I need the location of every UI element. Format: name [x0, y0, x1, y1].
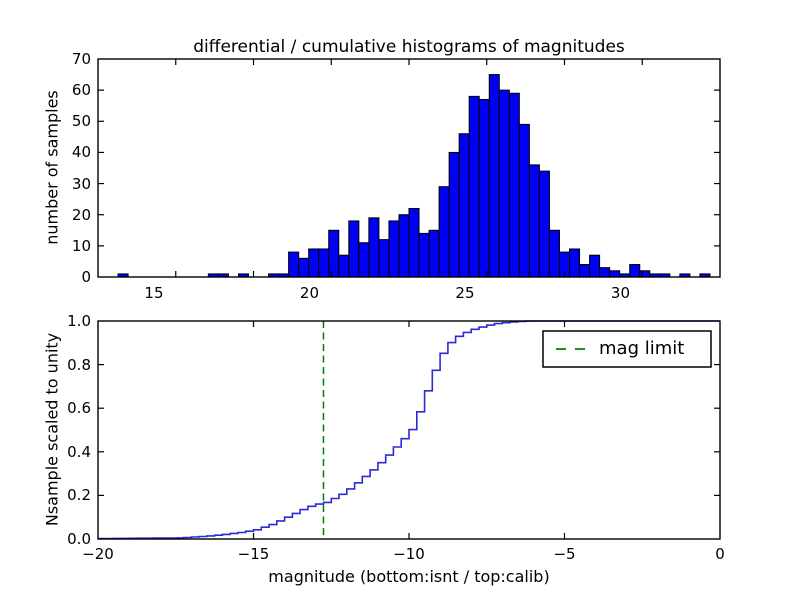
histogram-bar [488, 74, 500, 278]
histogram-bar [328, 229, 340, 278]
bottom-x-tick-label: −5 [553, 545, 576, 563]
bottom-ylabel: Nsample scaled to unity [42, 332, 62, 527]
figure-title: differential / cumulative histograms of … [193, 37, 625, 57]
histogram-bar [458, 133, 470, 278]
histogram-bar [358, 242, 370, 278]
bottom-x-tick-label: −10 [393, 545, 425, 563]
histogram-bar [368, 217, 380, 278]
bottom-x-tick-label: −15 [237, 545, 270, 563]
top-x-tick-label: 30 [610, 284, 631, 302]
bottom-y-tick-label: 0.8 [67, 355, 91, 374]
bottom-y-tick-label: 0.6 [67, 399, 91, 418]
histogram-bar [398, 214, 410, 278]
bottom-y-tick-label: 0.2 [67, 486, 91, 505]
top-y-tick-label: 70 [71, 50, 91, 68]
top-ylabel: number of samples [42, 90, 62, 245]
top-y-tick-label: 0 [81, 268, 91, 286]
bottom-y-tick-label: 0.0 [67, 530, 91, 548]
bottom-y-tick-label: 1.0 [67, 312, 91, 330]
legend-box [542, 330, 712, 368]
top-y-tick-label: 50 [71, 112, 91, 131]
histogram-bar [388, 220, 400, 278]
histogram-bar [288, 251, 300, 278]
histogram-bar [318, 248, 330, 278]
histogram-bar [548, 229, 560, 278]
histogram-bar [348, 220, 360, 278]
histogram-bar [428, 229, 440, 278]
top-y-tick-label: 40 [71, 143, 91, 162]
histogram-bar [468, 95, 480, 278]
top-x-tick-label: 15 [144, 284, 164, 302]
bottom-x-tick-label: 0 [715, 545, 725, 563]
histogram-bar [579, 264, 591, 278]
bottom-x-tick-label: −20 [82, 545, 114, 563]
histogram-bar [639, 270, 651, 278]
bottom-y-tick-label: 0.4 [67, 442, 91, 461]
histogram-bar [589, 254, 601, 278]
histogram-bar [308, 248, 320, 278]
top-y-tick-label: 10 [71, 236, 91, 255]
histogram-bar [438, 186, 450, 278]
histogram-bar [508, 92, 520, 278]
histogram-bar [378, 239, 390, 278]
histogram-bar [569, 248, 581, 278]
legend-label: mag limit [599, 338, 685, 359]
histogram-bar [408, 207, 420, 278]
histogram-bar [538, 170, 550, 278]
top-y-tick-label: 60 [71, 81, 91, 100]
histogram-bar [418, 232, 430, 278]
histogram-bar [298, 257, 310, 278]
histogram-bar [629, 264, 641, 278]
histogram-bar [518, 123, 530, 278]
top-y-tick-label: 20 [71, 205, 91, 224]
histogram-bar [448, 151, 460, 278]
top-x-tick-label: 25 [455, 284, 475, 302]
histogram-bar [599, 267, 611, 278]
histogram-bar [528, 164, 540, 278]
histogram-bar [478, 98, 490, 278]
bottom-xlabel: magnitude (bottom:isnt / top:calib) [268, 567, 550, 586]
histogram-bar [498, 89, 510, 278]
histogram-bar [338, 254, 350, 278]
top-x-tick-label: 20 [299, 284, 320, 302]
histogram-bar [609, 270, 621, 278]
top-y-tick-label: 30 [71, 174, 91, 193]
